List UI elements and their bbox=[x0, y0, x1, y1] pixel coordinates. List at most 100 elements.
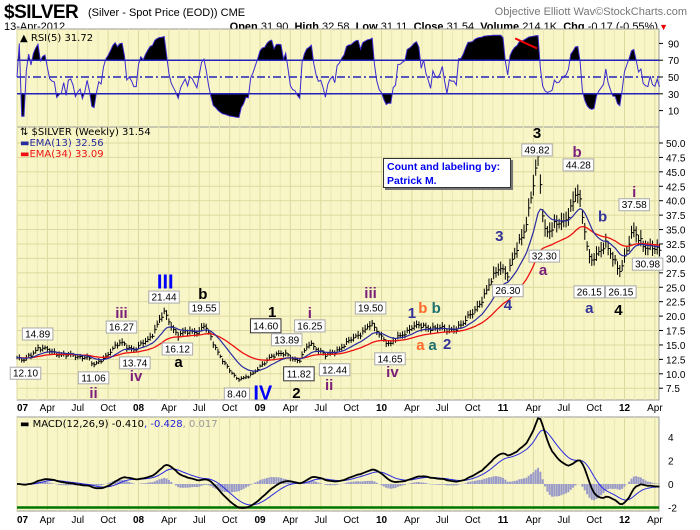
macd-histogram-bar bbox=[651, 482, 654, 484]
wave-label: iii bbox=[364, 285, 377, 302]
macd-histogram-bar bbox=[174, 484, 177, 486]
macd-histogram-bar bbox=[516, 480, 519, 484]
macd-histogram-bar bbox=[170, 481, 173, 484]
chart-title: Objective Elliott Wav bbox=[494, 6, 596, 18]
macd-histogram-bar bbox=[261, 479, 264, 484]
macd-histogram-bar bbox=[315, 481, 318, 484]
macd-histogram-bar bbox=[165, 478, 168, 484]
x-tick-label: 11 bbox=[498, 403, 509, 414]
y-tick-label: 12.5 bbox=[666, 355, 686, 366]
macd-histogram-bar bbox=[151, 482, 154, 484]
wave-label: ii bbox=[89, 385, 97, 402]
macd-histogram-bar bbox=[408, 483, 411, 484]
price-label: 49.82 bbox=[525, 145, 550, 156]
macd-histogram-bar bbox=[445, 484, 448, 486]
macd-histogram-bar bbox=[125, 481, 128, 484]
price-label-box bbox=[283, 366, 315, 382]
price-label: 21.44 bbox=[151, 293, 176, 304]
macd-histogram-bar bbox=[509, 481, 512, 484]
x-tick-label: Oct bbox=[100, 515, 116, 526]
macd-histogram-bar bbox=[623, 484, 626, 487]
macd-histogram-bar bbox=[450, 484, 453, 486]
x-tick-label: 07 bbox=[17, 515, 29, 526]
macd-histogram-bar bbox=[551, 484, 554, 497]
price-label-box bbox=[562, 158, 595, 172]
macd-hist-value: , 0.017 bbox=[183, 419, 218, 430]
macd-histogram-bar bbox=[469, 481, 472, 484]
stockcharts-logo: ©StockCharts.com bbox=[595, 6, 687, 18]
macd-histogram-bar bbox=[611, 484, 614, 489]
macd-histogram-bar bbox=[179, 484, 182, 488]
macd-histogram-bar bbox=[359, 481, 362, 484]
x-tick-label: 12 bbox=[619, 403, 631, 414]
macd-histogram-bar bbox=[436, 484, 439, 485]
macd-histogram-bar bbox=[616, 484, 619, 490]
macd-histogram-bar bbox=[590, 484, 593, 500]
macd-histogram-bar bbox=[415, 482, 418, 484]
macd-histogram-bar bbox=[301, 483, 304, 484]
macd-histogram-bar bbox=[572, 484, 575, 488]
x-tick-label: Apr bbox=[40, 515, 56, 526]
macd-histogram-bar bbox=[492, 476, 495, 484]
macd-histogram-bar bbox=[247, 484, 250, 487]
y-tick-label: 30.0 bbox=[666, 254, 686, 265]
macd-histogram-bar bbox=[373, 481, 376, 484]
x-tick-label: Jul bbox=[436, 403, 449, 414]
x-tick-label: Oct bbox=[222, 515, 238, 526]
panel-rsi bbox=[16, 28, 660, 128]
macd-histogram-bar bbox=[396, 484, 399, 487]
price-label-box bbox=[618, 198, 650, 212]
macd-histogram-bar bbox=[249, 484, 252, 485]
x-tick-label: Jul bbox=[314, 403, 327, 414]
macd-histogram-bar bbox=[457, 484, 460, 485]
wave-label: ii bbox=[325, 377, 333, 394]
price-label: 26.15 bbox=[577, 287, 602, 298]
macd-histogram-bar bbox=[62, 484, 65, 486]
macd-histogram-bar bbox=[511, 481, 514, 484]
y-tick-label: 22.5 bbox=[666, 298, 686, 309]
macd-histogram-bar bbox=[107, 483, 110, 484]
macd-histogram-bar bbox=[69, 484, 72, 486]
macd-histogram-bar bbox=[646, 481, 649, 484]
price-label: 8.40 bbox=[227, 389, 247, 400]
wave-label: a bbox=[416, 337, 425, 354]
x-tick-label: 08 bbox=[133, 515, 145, 526]
price-label-box bbox=[521, 143, 553, 157]
wave-label: a bbox=[539, 262, 548, 279]
y-tick-label: 25.0 bbox=[666, 283, 686, 294]
macd-histogram-bar bbox=[123, 480, 126, 484]
ema13-line bbox=[17, 208, 660, 372]
macd-histogram-bar bbox=[385, 484, 388, 488]
macd-histogram-bar bbox=[186, 484, 189, 488]
y-tick-label: 47.5 bbox=[666, 153, 686, 164]
macd-histogram-bar bbox=[588, 484, 591, 498]
macd-histogram-bar bbox=[485, 478, 488, 484]
macd-histogram-bar bbox=[600, 484, 603, 496]
price-legend: ⇅ $SILVER (Weekly) 31.54 bbox=[20, 127, 151, 138]
macd-histogram-bar bbox=[583, 484, 586, 491]
macd-histogram-bar bbox=[100, 484, 103, 486]
macd-histogram-bar bbox=[361, 481, 364, 484]
macd-histogram-bar bbox=[95, 484, 98, 487]
price-label: 13.74 bbox=[122, 358, 147, 369]
macd-histogram-bar bbox=[146, 482, 149, 484]
macd-histogram-bar bbox=[308, 481, 311, 484]
macd-histogram-bar bbox=[380, 484, 383, 486]
macd-histogram-bar bbox=[635, 476, 638, 484]
macd-histogram-bar bbox=[417, 482, 420, 484]
macd-histogram-bar bbox=[60, 484, 63, 486]
price-label-box bbox=[528, 249, 561, 263]
macd-histogram-bar bbox=[413, 482, 416, 484]
x-tick-label: 09 bbox=[254, 403, 266, 414]
macd-tick-label: 0 bbox=[668, 480, 674, 491]
price-label-box bbox=[492, 284, 524, 298]
macd-histogram-bar bbox=[518, 479, 521, 484]
macd-histogram-bar bbox=[263, 478, 266, 484]
wave-label: iv bbox=[386, 364, 399, 381]
macd-histogram-bar bbox=[130, 482, 133, 484]
wave-label: 3 bbox=[495, 228, 503, 245]
macd-histogram-bar bbox=[490, 477, 493, 484]
y-tick-label: 20.0 bbox=[666, 312, 686, 323]
macd-histogram-bar bbox=[305, 481, 308, 484]
price-label: 14.65 bbox=[377, 354, 402, 365]
